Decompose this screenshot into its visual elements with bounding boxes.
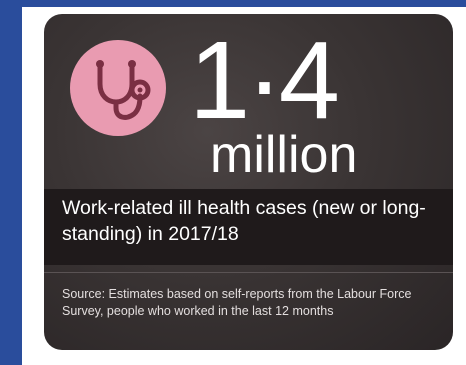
frame-left-border [0,0,22,365]
statistic-unit: million [210,126,358,184]
headline-band [44,189,453,265]
section-divider [44,272,453,273]
source-note: Source: Estimates based on self-reports … [62,287,412,318]
statistic-value: 1·4 [189,19,340,142]
icon-badge [70,40,166,136]
stethoscope-icon [96,60,151,120]
statistic-description: Work-related ill health cases (new or lo… [62,197,426,245]
statistic-card: 1·4 million Work-related ill health case… [44,14,453,350]
frame-top-border [0,0,466,7]
